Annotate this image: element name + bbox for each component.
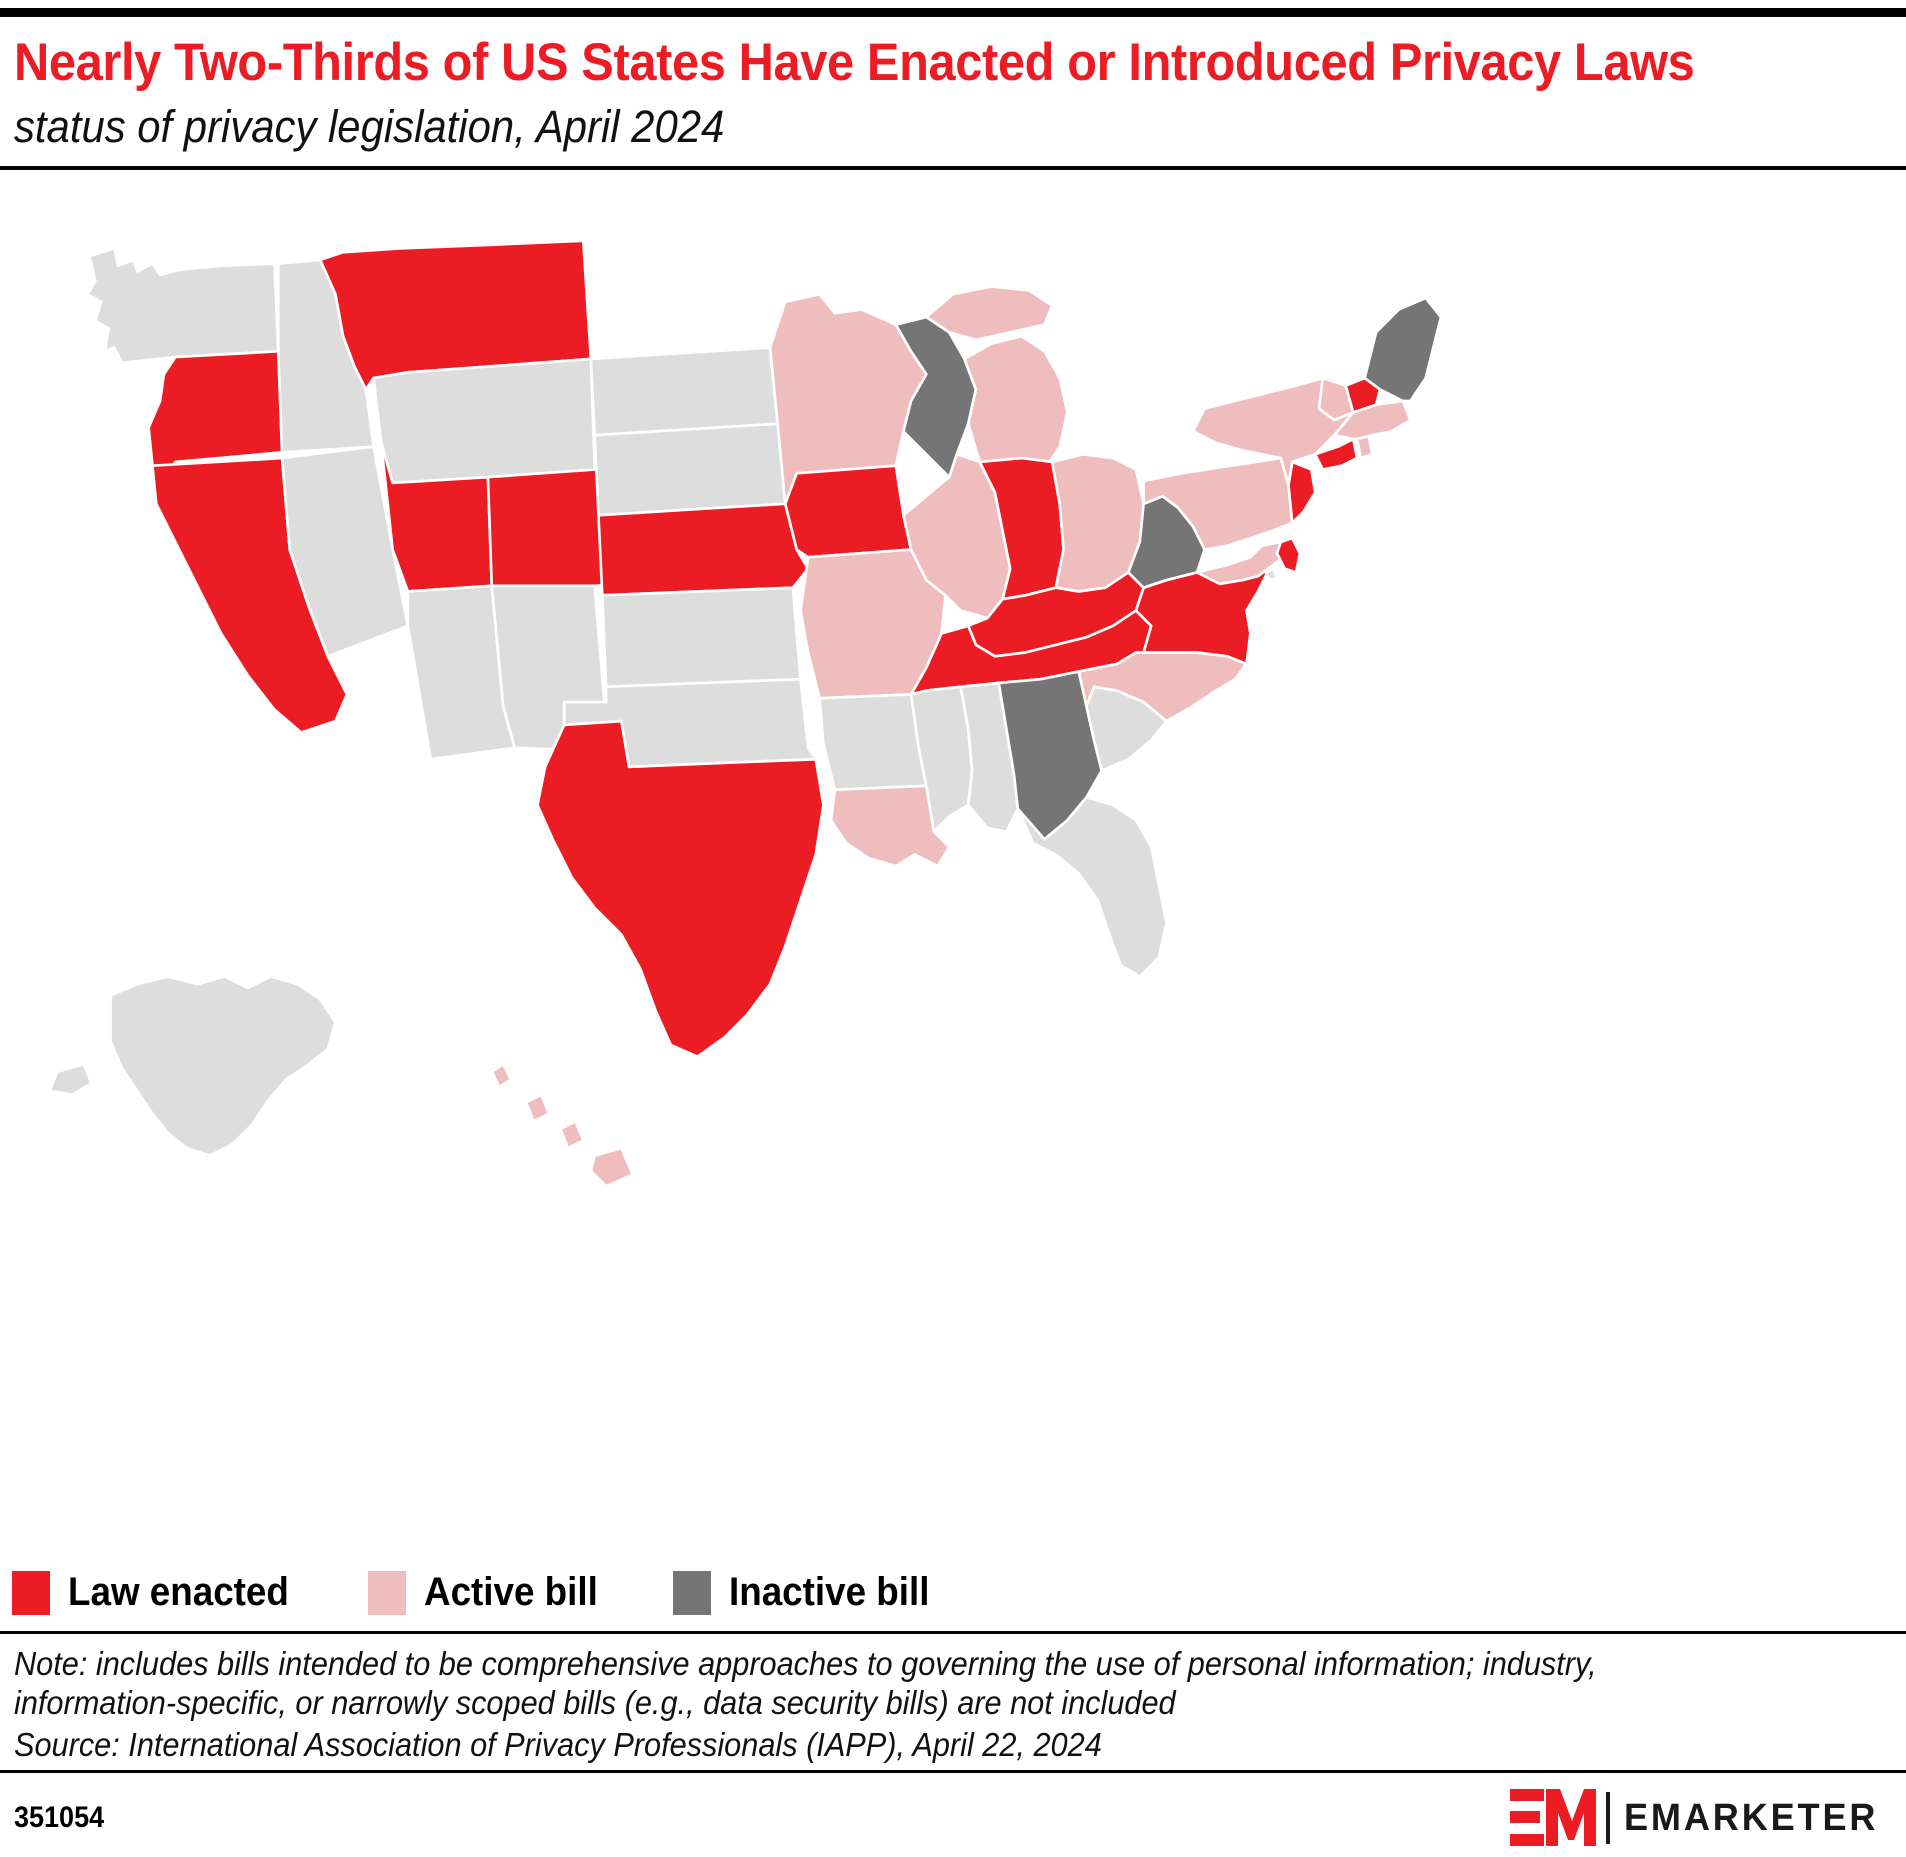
chart-bottom-bar: 351054 EMARKETER: [0, 1773, 1906, 1857]
state-ar: [818, 693, 928, 792]
legend-item-active-bill: Active bill: [368, 1570, 613, 1615]
us-map-svg: [48, 239, 1443, 1188]
legend-swatch-active-bill: [368, 1570, 407, 1615]
state-vt: [1317, 377, 1355, 422]
chart-header: Nearly Two-Thirds of US States Have Enac…: [0, 17, 1906, 166]
state-fl: [1016, 796, 1168, 979]
chart-title: Nearly Two-Thirds of US States Have Enac…: [14, 33, 1695, 92]
state-ak: [48, 1063, 93, 1097]
legend-item-inactive-bill: Inactive bill: [673, 1570, 947, 1615]
chart-id-label: 351054: [14, 1801, 105, 1834]
state-ks: [600, 586, 802, 689]
state-ny: [1191, 377, 1355, 487]
state-wy: [372, 358, 597, 485]
legend-label-law-enacted: Law enacted: [68, 1570, 289, 1615]
footer-divider-rule: [0, 1770, 1906, 1773]
state-wa: [86, 247, 280, 365]
state-nd: [589, 346, 779, 437]
brand-divider: [1606, 1792, 1611, 1844]
state-ct: [1313, 438, 1359, 472]
legend-label-active-bill: Active bill: [424, 1570, 598, 1615]
map-legend: Law enacted Active bill Inactive bill: [0, 1560, 1906, 1631]
state-mi: [963, 335, 1069, 483]
footnote-note: Note: includes bills intended to be comp…: [14, 1645, 1597, 1722]
chart-subtitle: status of privacy legislation, April 202…: [14, 101, 725, 153]
legend-divider-rule: [0, 1631, 1906, 1635]
state-ia: [783, 464, 913, 559]
header-divider-rule: [0, 166, 1906, 171]
state-hi: [559, 1120, 585, 1150]
legend-swatch-inactive-bill: [673, 1570, 712, 1615]
state-ak: [109, 975, 337, 1158]
state-nv: [280, 445, 410, 659]
legend-label-inactive-bill: Inactive bill: [729, 1570, 930, 1615]
brand-wordmark: EMARKETER: [1624, 1796, 1879, 1839]
state-hi: [589, 1147, 635, 1188]
state-nj: [1287, 460, 1317, 525]
state-nc: [1077, 651, 1248, 723]
chart-footer: Note: includes bills intended to be comp…: [0, 1634, 1906, 1770]
state-sd: [593, 422, 787, 518]
state-hi: [524, 1093, 551, 1124]
state-mi: [924, 285, 1054, 342]
state-pa: [1142, 457, 1294, 552]
state-me: [1363, 297, 1443, 403]
state-hi: [490, 1063, 513, 1089]
legend-swatch-law-enacted: [12, 1570, 50, 1615]
footnote-source: Source: International Association of Pri…: [14, 1725, 1102, 1763]
top-divider-rule: [0, 8, 1906, 17]
em-logo-icon: [1510, 1789, 1597, 1846]
state-tx: [536, 720, 825, 1059]
emarketer-brand: EMARKETER: [1510, 1787, 1892, 1849]
state-nh: [1344, 377, 1382, 415]
state-de: [1275, 537, 1302, 575]
legend-item-law-enacted: Law enacted: [12, 1570, 308, 1615]
us-choropleth-map: [0, 170, 1906, 1560]
state-ne: [597, 502, 810, 598]
state-dc: [1264, 567, 1279, 582]
